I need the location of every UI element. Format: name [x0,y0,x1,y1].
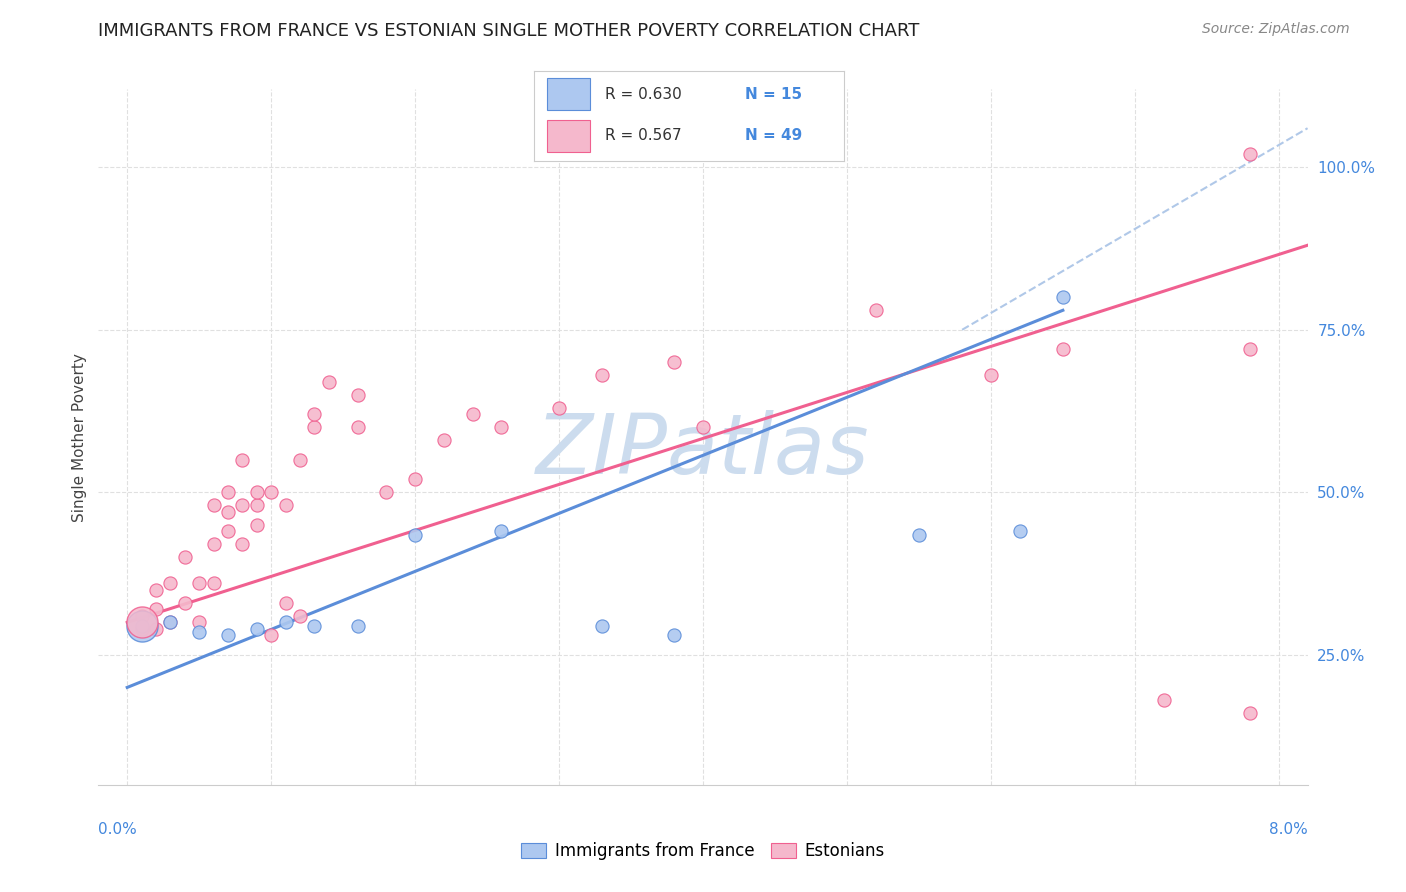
Point [1153,693,1175,707]
Point [692,420,714,434]
Point [231,537,253,551]
Point [145,622,167,636]
Point [246,499,269,513]
Point [217,628,239,642]
Point [491,420,513,434]
Text: 8.0%: 8.0% [1268,822,1308,837]
Point [404,472,426,486]
Point [274,499,297,513]
Y-axis label: Single Mother Poverty: Single Mother Poverty [72,352,87,522]
Point [217,485,239,500]
Point [131,618,153,632]
Point [246,485,269,500]
Point [1239,343,1261,357]
Point [274,615,297,630]
Text: N = 49: N = 49 [745,128,801,143]
Point [1052,290,1074,304]
Text: ZIPatlas: ZIPatlas [536,410,870,491]
Point [346,388,368,402]
Point [664,355,686,369]
Point [1239,147,1261,161]
Point [173,596,195,610]
Point [591,618,613,632]
Text: IMMIGRANTS FROM FRANCE VS ESTONIAN SINGLE MOTHER POVERTY CORRELATION CHART: IMMIGRANTS FROM FRANCE VS ESTONIAN SINGL… [98,22,920,40]
Point [145,602,167,616]
Point [591,368,613,383]
Point [145,582,167,597]
Point [131,618,153,632]
Point [131,608,153,623]
Point [1008,524,1031,539]
Point [231,499,253,513]
Point [461,407,484,421]
Point [260,485,283,500]
Point [304,618,326,632]
Text: N = 15: N = 15 [745,87,801,102]
Point [231,453,253,467]
Point [246,517,269,532]
Text: Source: ZipAtlas.com: Source: ZipAtlas.com [1202,22,1350,37]
Point [288,453,311,467]
Point [491,524,513,539]
Point [288,608,311,623]
Point [217,524,239,539]
Point [433,434,456,448]
Point [131,615,153,630]
Point [260,628,283,642]
Text: R = 0.630: R = 0.630 [606,87,682,102]
Point [304,407,326,421]
Point [246,622,269,636]
Point [1052,343,1074,357]
Point [188,615,211,630]
Point [548,401,571,415]
Point [404,527,426,541]
FancyBboxPatch shape [547,120,591,152]
Point [346,420,368,434]
Point [202,537,225,551]
Point [304,420,326,434]
Point [173,550,195,565]
Point [188,576,211,591]
Point [375,485,398,500]
Text: 0.0%: 0.0% [98,822,138,837]
Point [865,303,887,318]
Point [159,615,181,630]
Point [131,622,153,636]
Point [159,576,181,591]
Legend: Immigrants from France, Estonians: Immigrants from France, Estonians [515,836,891,867]
Point [1239,706,1261,721]
Point [274,596,297,610]
Point [202,576,225,591]
Point [159,615,181,630]
Point [202,499,225,513]
Point [664,628,686,642]
FancyBboxPatch shape [547,78,591,110]
Point [188,625,211,640]
Point [908,527,931,541]
Point [346,618,368,632]
Point [217,505,239,519]
Text: R = 0.567: R = 0.567 [606,128,682,143]
Point [318,375,340,389]
Point [980,368,1002,383]
